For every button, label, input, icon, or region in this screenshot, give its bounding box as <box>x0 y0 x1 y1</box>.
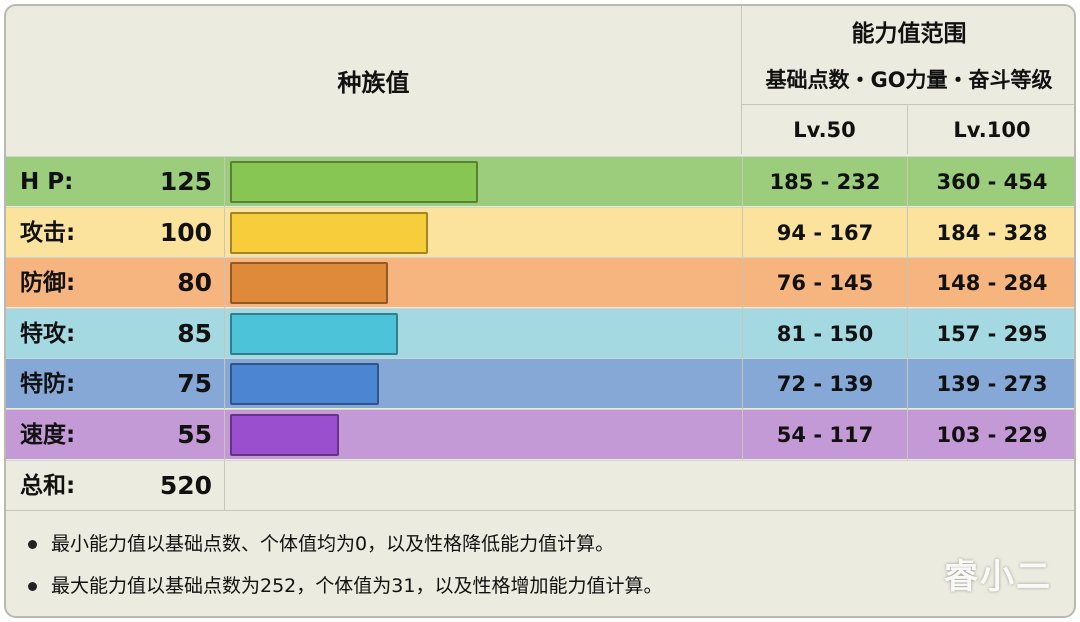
lv50-header: Lv.50 <box>742 104 908 154</box>
stat-bar <box>230 161 478 203</box>
total-label: 总和: <box>20 473 76 499</box>
stats-card: 种族值 能力值范围 基础点数・GO力量・奋斗等级 Lv.50 Lv.100 H … <box>4 4 1076 618</box>
total-row: 总和: 520 <box>6 460 1074 511</box>
stat-label: 速度: <box>20 422 76 448</box>
stat-value: 125 <box>159 167 212 196</box>
lv50-range: 72 - 139 <box>742 359 908 410</box>
lv100-range: 103 - 229 <box>936 423 1048 447</box>
stat-row-sp-defense: 特防: 75 72 - 139 139 - 273 <box>6 358 1074 410</box>
stat-bar <box>230 363 379 406</box>
lv100-range: 139 - 273 <box>936 372 1048 397</box>
note-max: 最大能力值以基础点数为252，个体值为31，以及性格增加能力值计算。 <box>28 571 662 601</box>
lv50-range: 54 - 117 <box>742 410 908 460</box>
note-max-text: 最大能力值以基础点数为252，个体值为31，以及性格增加能力值计算。 <box>51 575 663 597</box>
row-divider <box>224 258 225 309</box>
row-divider <box>224 308 225 359</box>
stat-value: 55 <box>177 420 212 449</box>
stat-label: 特攻: <box>20 320 76 347</box>
stat-row-speed: 速度: 55 54 - 117 103 - 229 <box>6 409 1074 460</box>
stat-value: 75 <box>177 369 212 399</box>
total-divider <box>224 461 225 511</box>
stat-label: 攻击: <box>20 219 76 246</box>
row-divider <box>224 207 225 258</box>
stat-row-sp-attack: 特攻: 85 81 - 150 157 - 295 <box>6 307 1074 359</box>
stat-value: 85 <box>177 318 212 348</box>
total-value: 520 <box>159 471 212 500</box>
stat-bar <box>230 262 388 305</box>
stat-bar <box>230 312 398 355</box>
lv100-range: 148 - 284 <box>936 271 1048 296</box>
row-divider <box>224 359 225 410</box>
base-stats-header: 种族值 <box>6 6 742 154</box>
lv100-range: 184 - 328 <box>936 220 1048 245</box>
lv50-range: 81 - 150 <box>742 308 908 359</box>
notes-section: 最小能力值以基础点数、个体值均为0，以及性格降低能力值计算。 最大能力值以基础点… <box>6 510 1074 616</box>
stat-label: H P: <box>20 169 74 195</box>
note-min: 最小能力值以基础点数、个体值均为0，以及性格降低能力值计算。 <box>28 529 614 559</box>
stat-bar <box>230 414 339 456</box>
lv50-range: 185 - 232 <box>742 157 908 207</box>
stat-value: 80 <box>177 268 212 298</box>
row-divider <box>224 410 225 460</box>
lv100-range: 157 - 295 <box>936 321 1048 346</box>
stat-label: 特防: <box>20 371 76 398</box>
stat-row-attack: 攻击: 100 94 - 167 184 - 328 <box>6 206 1074 258</box>
note-min-text: 最小能力值以基础点数、个体值均为0，以及性格降低能力值计算。 <box>51 533 615 555</box>
bullet-icon <box>28 539 37 549</box>
lv100-range: 360 - 454 <box>936 170 1048 194</box>
row-divider <box>224 157 225 207</box>
stat-label: 防御: <box>20 270 76 297</box>
bullet-icon <box>28 581 37 591</box>
stat-range-subheader: 基础点数・GO力量・奋斗等级 <box>765 68 1053 92</box>
lv100-header: Lv.100 <box>908 104 1074 154</box>
stat-value: 100 <box>159 217 212 247</box>
stat-bar <box>230 211 428 254</box>
stat-row-hp: H P: 125 185 - 232 360 - 454 <box>6 156 1074 207</box>
stat-range-header: 能力值范围 <box>851 21 967 47</box>
lv50-range: 76 - 145 <box>742 258 908 309</box>
stat-row-defense: 防御: 80 76 - 145 148 - 284 <box>6 257 1074 309</box>
watermark: 睿小二 <box>944 557 1052 597</box>
lv50-range: 94 - 167 <box>742 207 908 258</box>
